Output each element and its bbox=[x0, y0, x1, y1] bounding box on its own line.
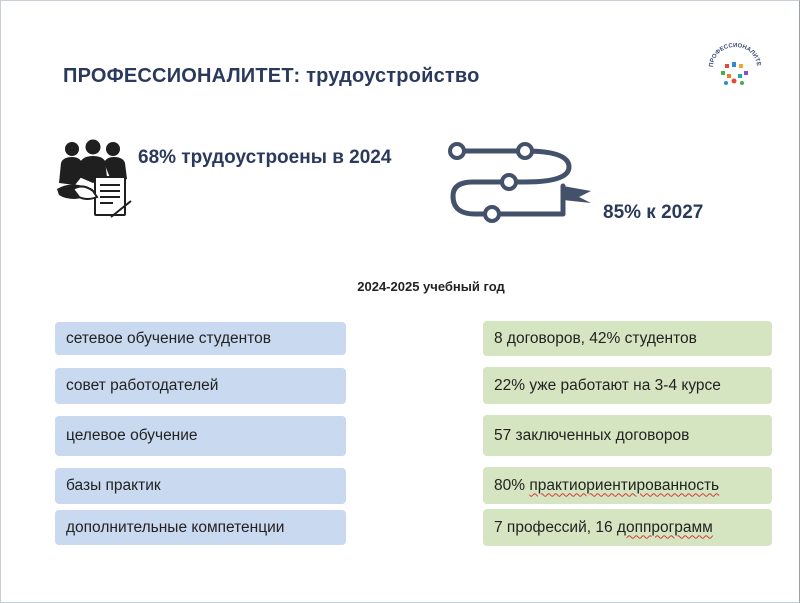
stat-employed-2024: 68% трудоустроены в 2024 bbox=[138, 147, 392, 168]
practice-item: дополнительные компетенции bbox=[55, 510, 346, 545]
result-item-text: 80% bbox=[494, 476, 530, 494]
practice-item: сетевое обучение студентов bbox=[55, 322, 346, 355]
practice-item: целевое обучение bbox=[55, 416, 346, 456]
roadmap-flag-icon bbox=[448, 142, 591, 223]
academic-year-label: 2024-2025 учебный год bbox=[357, 279, 505, 294]
result-item: 22% уже работают на 3-4 курсе bbox=[483, 367, 772, 404]
slide-title: ПРОФЕССИОНАЛИТЕТ: трудоустройство bbox=[63, 65, 480, 87]
result-item: 8 договоров, 42% студентов bbox=[483, 321, 772, 356]
practice-item: совет работодателей bbox=[55, 368, 346, 404]
result-item: 80% практиориентированность bbox=[483, 467, 772, 504]
result-item-marked-word: доппрограмм bbox=[616, 518, 713, 536]
practice-item: базы практик bbox=[55, 468, 346, 504]
businesspeople-handshake-icon bbox=[57, 139, 132, 218]
result-item-marked-word: практиориентированность bbox=[529, 476, 720, 494]
result-item: 7 профессий, 16 доппрограмм bbox=[483, 509, 772, 546]
stat-goal-2027: 85% к 2027 bbox=[603, 202, 704, 223]
result-item-text: 7 профессий, 16 bbox=[494, 518, 617, 536]
professionalitet-logo-icon: ПРОФЕССИОНАЛИТЕТ bbox=[705, 41, 761, 85]
result-item: 57 заключенных договоров bbox=[483, 415, 772, 456]
